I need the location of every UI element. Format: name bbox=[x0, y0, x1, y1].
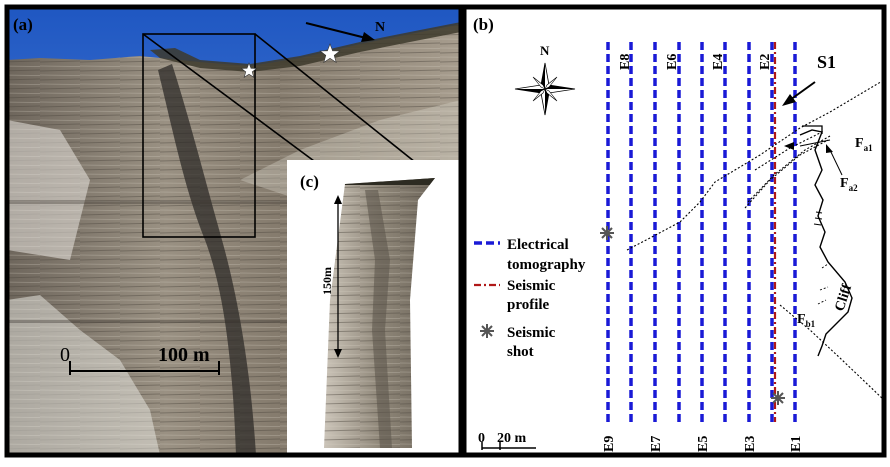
fa1-text: F bbox=[855, 136, 864, 151]
zoom-line-1 bbox=[142, 33, 346, 185]
legend-shot-1: Seismic bbox=[507, 325, 556, 341]
north-arrow-head-icon bbox=[361, 32, 375, 42]
cliff-hatch-1 bbox=[813, 211, 823, 226]
label-e2: E2 bbox=[758, 54, 773, 70]
ledge-1 bbox=[7, 200, 461, 204]
panel-a-outer-border bbox=[4, 4, 464, 458]
legend-electrical-1: Electrical bbox=[507, 237, 569, 253]
legend-seismic-2: profile bbox=[507, 297, 550, 313]
label-e5: E5 bbox=[696, 436, 711, 452]
label-e1: E1 bbox=[789, 436, 804, 452]
zoom-box bbox=[142, 33, 256, 238]
height-arrow-up-icon bbox=[334, 195, 342, 204]
panel-b-label: (b) bbox=[473, 15, 494, 34]
north-arrow-line bbox=[305, 22, 367, 39]
seismic-shot-2-icon bbox=[771, 391, 785, 405]
ledge-2 bbox=[7, 320, 461, 323]
s1-arrow-line bbox=[789, 81, 816, 101]
fault-main bbox=[626, 79, 885, 251]
legend-shot-2: shot bbox=[507, 344, 534, 360]
fa1-leader bbox=[799, 139, 831, 147]
scale-b-left: 0 bbox=[478, 431, 485, 446]
fa2-leader bbox=[829, 149, 843, 176]
star-marker-1-icon bbox=[319, 43, 341, 64]
fault-a2-1 bbox=[744, 139, 829, 209]
panel-c-label: (c) bbox=[300, 172, 319, 191]
panel-c-gully bbox=[365, 190, 392, 448]
compass-rose-icon bbox=[514, 62, 576, 116]
panel-a-north: N bbox=[375, 20, 385, 35]
scale-a-left: 0 bbox=[60, 344, 70, 366]
label-e8: E8 bbox=[618, 54, 633, 70]
fa1-label: Fa1 bbox=[855, 136, 873, 153]
fb1-label: Fb1 bbox=[797, 312, 816, 329]
legend-electrical-2: tomography bbox=[507, 257, 586, 273]
panel-a-label: (a) bbox=[13, 15, 33, 34]
forest-rim bbox=[150, 22, 461, 72]
s1-arrow-head-icon bbox=[782, 94, 796, 106]
snow-patch-1 bbox=[7, 120, 90, 260]
gully bbox=[158, 64, 256, 455]
cliff-hatch-2 bbox=[817, 263, 829, 305]
panel-b-border bbox=[461, 4, 887, 458]
fa2-arrow-icon bbox=[826, 144, 833, 153]
fb1-text: F bbox=[797, 312, 806, 327]
fb1-sub: b1 bbox=[806, 319, 816, 329]
label-e4: E4 bbox=[711, 54, 726, 70]
panel-c-trees bbox=[340, 178, 435, 185]
snow-patch-2 bbox=[7, 295, 160, 455]
height-arrow-down-icon bbox=[334, 349, 342, 358]
cliff-top bbox=[802, 125, 823, 134]
star-marker-2-icon bbox=[240, 62, 258, 78]
panel-b: (b) N bbox=[461, 4, 887, 458]
cliff-edge bbox=[799, 129, 853, 357]
panel-c-height: 150m bbox=[320, 267, 334, 295]
scale-b-right: 20 m bbox=[497, 431, 527, 446]
legend-seismic-1: Seismic bbox=[507, 278, 556, 294]
fa1-sub: a1 bbox=[864, 143, 874, 153]
legend-shot-icon bbox=[480, 324, 494, 338]
compass-n: N bbox=[540, 43, 550, 58]
fa1-arrow-icon bbox=[784, 142, 794, 150]
seismic-shot-1-icon bbox=[600, 226, 614, 240]
fault-a2-2 bbox=[747, 135, 831, 203]
label-e6: E6 bbox=[665, 54, 680, 70]
fa2-label: Fa2 bbox=[840, 176, 858, 193]
label-e3: E3 bbox=[743, 436, 758, 452]
s1-label: S1 bbox=[817, 52, 836, 72]
fa2-text: F bbox=[840, 176, 849, 191]
scale-a-right: 100 m bbox=[158, 344, 210, 366]
zoom-line-2 bbox=[254, 33, 436, 179]
legend: Electrical tomography Seismic profile Se… bbox=[474, 237, 586, 360]
label-e7: E7 bbox=[649, 436, 664, 452]
panel-c: 150m (c) bbox=[287, 160, 461, 455]
electrical-lines bbox=[606, 42, 797, 425]
label-e9: E9 bbox=[602, 436, 617, 452]
fa2-sub: a2 bbox=[849, 183, 859, 193]
